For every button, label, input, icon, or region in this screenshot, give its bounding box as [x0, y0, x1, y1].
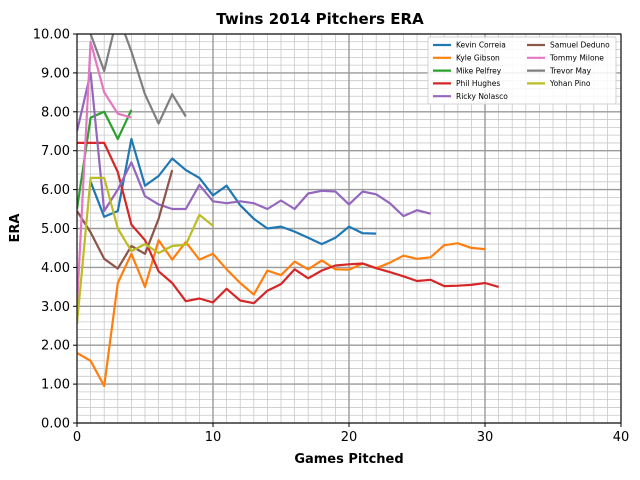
legend-label-ricky-nolasco: Ricky Nolasco: [456, 92, 508, 101]
legend-label-trevor-may: Trevor May: [549, 66, 592, 75]
y-tick-label: 4.00: [41, 261, 70, 276]
series-line-kevin-correia: [89, 137, 377, 246]
series-line-kyle-gibson: [77, 239, 486, 388]
series-line-trevor-may: [89, 34, 187, 125]
x-axis-label: Games Pitched: [294, 452, 403, 467]
chart-title: Twins 2014 Pitchers ERA: [216, 10, 424, 28]
y-axis-label: ERA: [8, 214, 23, 243]
y-tick-label: 9.00: [41, 66, 70, 81]
legend-label-yohan-pino: Yohan Pino: [549, 79, 591, 88]
y-tick-label: 10.00: [33, 28, 70, 43]
y-tick-label: 0.00: [41, 417, 70, 432]
legend-box: [427, 36, 617, 105]
y-tick-label: 8.00: [41, 105, 70, 120]
y-tick-label: 5.00: [41, 222, 70, 237]
legend: Kevin Correia Kyle Gibson Mike Pelfrey Phil…: [427, 36, 617, 105]
x-tick-label: 20: [341, 430, 358, 445]
x-tick-label: 30: [477, 430, 494, 445]
series-line-tommy-milone: [77, 40, 132, 307]
x-tick-label: 0: [73, 430, 81, 445]
y-tick-label: 7.00: [41, 144, 70, 159]
legend-label-samuel-deduno: Samuel Deduno: [550, 41, 610, 50]
legend-label-tommy-milone: Tommy Milone: [549, 54, 604, 63]
legend-label-mike-pelfrey: Mike Pelfrey: [456, 66, 502, 75]
x-tick-label: 40: [613, 430, 630, 445]
series-line-ricky-nolasco: [77, 71, 431, 218]
series-lines: [77, 34, 499, 388]
legend-label-kevin-correia: Kevin Correia: [456, 41, 506, 50]
x-tick-label: 10: [205, 430, 222, 445]
y-tick-label: 2.00: [41, 339, 70, 354]
y-tick-label: 6.00: [41, 183, 70, 198]
y-tick-label: 3.00: [41, 300, 70, 315]
series-line-samuel-deduno: [77, 169, 174, 270]
legend-label-kyle-gibson: Kyle Gibson: [456, 54, 500, 63]
axis-ticks: 0 10 20 30 40 0.00 1.00 2.00 3.00 4.00 5.00 6.00 7.0…: [33, 28, 629, 446]
y-tick-label: 1.00: [41, 378, 70, 393]
series-line-yohan-pino: [77, 176, 214, 324]
legend-label-phil-hughes: Phil Hughes: [456, 79, 500, 88]
